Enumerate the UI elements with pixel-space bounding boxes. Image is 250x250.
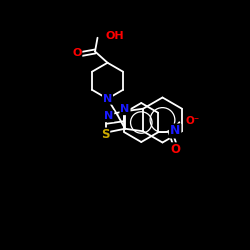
Text: O⁻: O⁻ xyxy=(186,116,200,126)
Text: N: N xyxy=(170,124,180,138)
Text: N: N xyxy=(103,94,112,104)
Text: N: N xyxy=(120,104,130,114)
Text: N: N xyxy=(104,111,114,121)
Text: O: O xyxy=(72,48,82,58)
Text: OH: OH xyxy=(106,32,124,42)
Text: S: S xyxy=(101,128,109,141)
Text: O: O xyxy=(171,143,181,156)
